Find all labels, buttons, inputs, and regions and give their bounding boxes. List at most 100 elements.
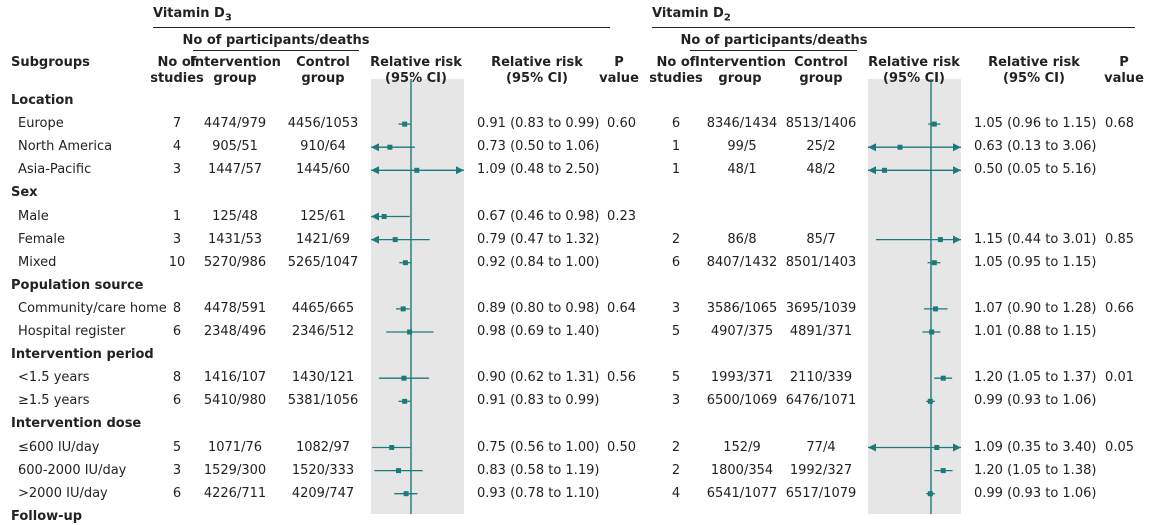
subgroup-label: Hospital register bbox=[18, 324, 126, 339]
d2-studies-cell: 6 bbox=[671, 254, 681, 270]
subgroups-header: Subgroups bbox=[11, 55, 90, 70]
d3-relative-risk-cell: 0.75 (0.56 to 1.00) bbox=[477, 439, 600, 455]
d2-studies-cell: 6 bbox=[671, 116, 681, 132]
d3-relative-risk-cell: 0.67 (0.46 to 0.98) bbox=[477, 208, 600, 224]
d3-relative-risk-cell: 0.93 (0.78 to 1.10) bbox=[477, 485, 600, 501]
d2-control-cell: 48/2 bbox=[806, 162, 836, 178]
section-heading: Population source bbox=[11, 277, 144, 293]
d3-intervention-header: Intervention group bbox=[190, 55, 281, 86]
subgroup-label: 600-2000 IU/day bbox=[18, 462, 127, 478]
d2-control-cell: 1992/327 bbox=[789, 462, 853, 478]
d2-studies-cell: 5 bbox=[671, 324, 681, 339]
d2-control-cell: 4891/371 bbox=[789, 324, 853, 339]
d2-control-cell: 25/2 bbox=[806, 139, 836, 155]
d3-studies-cell: 7 bbox=[172, 116, 182, 132]
d3-rr-text-header: Relative risk (95% CI) bbox=[491, 55, 583, 86]
d3-studies-cell: 3 bbox=[172, 462, 182, 478]
d2-intervention-cell: 48/1 bbox=[727, 162, 757, 178]
d2-relative-risk-cell: 0.99 (0.93 to 1.06) bbox=[974, 393, 1097, 409]
d3-relative-risk-cell: 0.92 (0.84 to 1.00) bbox=[477, 254, 600, 270]
d2-relative-risk-cell: 1.07 (0.90 to 1.28) bbox=[974, 300, 1097, 316]
d3-p-value-cell: 0.50 bbox=[607, 439, 636, 455]
d3-intervention-cell: 1529/300 bbox=[203, 462, 267, 478]
forest-plot-figure: Vitamin D3 Vitamin D2 No of participants… bbox=[11, 6, 1144, 524]
d2-intervention-cell: 4907/375 bbox=[710, 324, 774, 339]
subgroup-label: >2000 IU/day bbox=[18, 485, 108, 501]
section-heading: Sex bbox=[11, 185, 38, 201]
d2-intervention-cell: 1993/371 bbox=[710, 370, 774, 386]
d2-intervention-cell: 86/8 bbox=[727, 231, 757, 247]
d2-studies-cell: 2 bbox=[671, 231, 681, 247]
d2-control-cell: 2110/339 bbox=[789, 370, 853, 386]
d2-control-cell: 8501/1403 bbox=[785, 254, 857, 270]
d3-relative-risk-cell: 0.83 (0.58 to 1.19) bbox=[477, 462, 600, 478]
d3-studies-cell: 3 bbox=[172, 231, 182, 247]
d3-p-header: P value bbox=[599, 55, 639, 86]
section-heading: Intervention period bbox=[11, 347, 154, 363]
d3-participants-header: No of participants/deaths bbox=[182, 33, 370, 48]
d3-studies-cell: 1 bbox=[172, 208, 182, 224]
d3-control-cell: 1520/333 bbox=[291, 462, 355, 478]
subgroup-label: ≥1.5 years bbox=[18, 393, 90, 409]
d3-control-cell: 2346/512 bbox=[291, 324, 355, 339]
d3-studies-cell: 6 bbox=[172, 324, 182, 339]
d3-relative-risk-cell: 0.91 (0.83 to 0.99) bbox=[477, 393, 600, 409]
d3-control-cell: 4456/1053 bbox=[287, 116, 359, 132]
d2-relative-risk-cell: 1.09 (0.35 to 3.40) bbox=[974, 439, 1097, 455]
d2-p-value-cell: 0.68 bbox=[1105, 116, 1134, 132]
d3-intervention-cell: 4226/711 bbox=[203, 485, 267, 501]
d3-p-value-cell: 0.23 bbox=[607, 208, 636, 224]
d3-rr-plot-header: Relative risk (95% CI) bbox=[370, 55, 462, 86]
d2-p-value-cell: 0.66 bbox=[1105, 300, 1134, 316]
d2-control-cell: 77/4 bbox=[806, 439, 836, 455]
d2-intervention-cell: 152/9 bbox=[723, 439, 761, 455]
d3-control-cell: 1421/69 bbox=[295, 231, 351, 247]
d2-studies-cell: 4 bbox=[671, 485, 681, 501]
d2-studies-cell: 5 bbox=[671, 370, 681, 386]
d3-p-value-cell: 0.64 bbox=[607, 300, 636, 316]
d3-studies-cell: 6 bbox=[172, 485, 182, 501]
d2-relative-risk-cell: 1.20 (1.05 to 1.38) bbox=[974, 462, 1097, 478]
d3-studies-cell: 3 bbox=[172, 162, 182, 178]
subgroup-label: Male bbox=[18, 208, 49, 224]
d2-control-cell: 6476/1071 bbox=[785, 393, 857, 409]
d2-relative-risk-cell: 1.01 (0.88 to 1.15) bbox=[974, 324, 1097, 339]
d2-intervention-cell: 6500/1069 bbox=[706, 393, 778, 409]
d3-intervention-cell: 905/51 bbox=[212, 139, 258, 155]
d3-studies-cell: 5 bbox=[172, 439, 182, 455]
d3-intervention-cell: 4474/979 bbox=[203, 116, 267, 132]
d2-p-header: P value bbox=[1104, 55, 1144, 86]
d2-p-value-cell: 0.05 bbox=[1105, 439, 1134, 455]
d2-control-cell: 8513/1406 bbox=[785, 116, 857, 132]
subgroup-label: ≤600 IU/day bbox=[18, 439, 100, 455]
d2-relative-risk-cell: 1.15 (0.44 to 3.01) bbox=[974, 231, 1097, 247]
d2-relative-risk-cell: 1.05 (0.96 to 1.15) bbox=[974, 116, 1097, 132]
d3-control-cell: 4465/665 bbox=[291, 300, 355, 316]
d3-control-cell: 4209/747 bbox=[291, 485, 355, 501]
d3-studies-cell: 6 bbox=[172, 393, 182, 409]
d3-intervention-cell: 4478/591 bbox=[203, 300, 267, 316]
d2-relative-risk-cell: 1.20 (1.05 to 1.37) bbox=[974, 370, 1097, 386]
d3-panel-rule bbox=[153, 27, 610, 28]
d3-relative-risk-cell: 0.91 (0.83 to 0.99) bbox=[477, 116, 600, 132]
d3-p-value-cell: 0.60 bbox=[607, 116, 636, 132]
d2-studies-header: No of studies bbox=[649, 55, 703, 86]
d2-panel-rule bbox=[652, 27, 1135, 28]
d3-plot-band bbox=[371, 79, 464, 514]
d3-intervention-cell: 2348/496 bbox=[203, 324, 267, 339]
d2-studies-cell: 1 bbox=[671, 162, 681, 178]
d3-intervention-cell: 5270/986 bbox=[203, 254, 267, 270]
d3-intervention-cell: 1431/53 bbox=[207, 231, 263, 247]
d3-studies-cell: 8 bbox=[172, 370, 182, 386]
d3-studies-cell: 8 bbox=[172, 300, 182, 316]
d2-panel-title: Vitamin D2 bbox=[652, 6, 731, 24]
d2-plot-band bbox=[868, 79, 961, 514]
d3-control-cell: 1082/97 bbox=[295, 439, 351, 455]
subgroup-label: Europe bbox=[18, 116, 64, 132]
d2-relative-risk-cell: 0.99 (0.93 to 1.06) bbox=[974, 485, 1097, 501]
d2-relative-risk-cell: 0.63 (0.13 to 3.06) bbox=[974, 139, 1097, 155]
section-heading: Follow-up bbox=[11, 508, 83, 524]
d3-intervention-cell: 125/48 bbox=[212, 208, 258, 224]
d2-relative-risk-cell: 0.50 (0.05 to 5.16) bbox=[974, 162, 1097, 178]
d3-control-cell: 5381/1056 bbox=[287, 393, 359, 409]
